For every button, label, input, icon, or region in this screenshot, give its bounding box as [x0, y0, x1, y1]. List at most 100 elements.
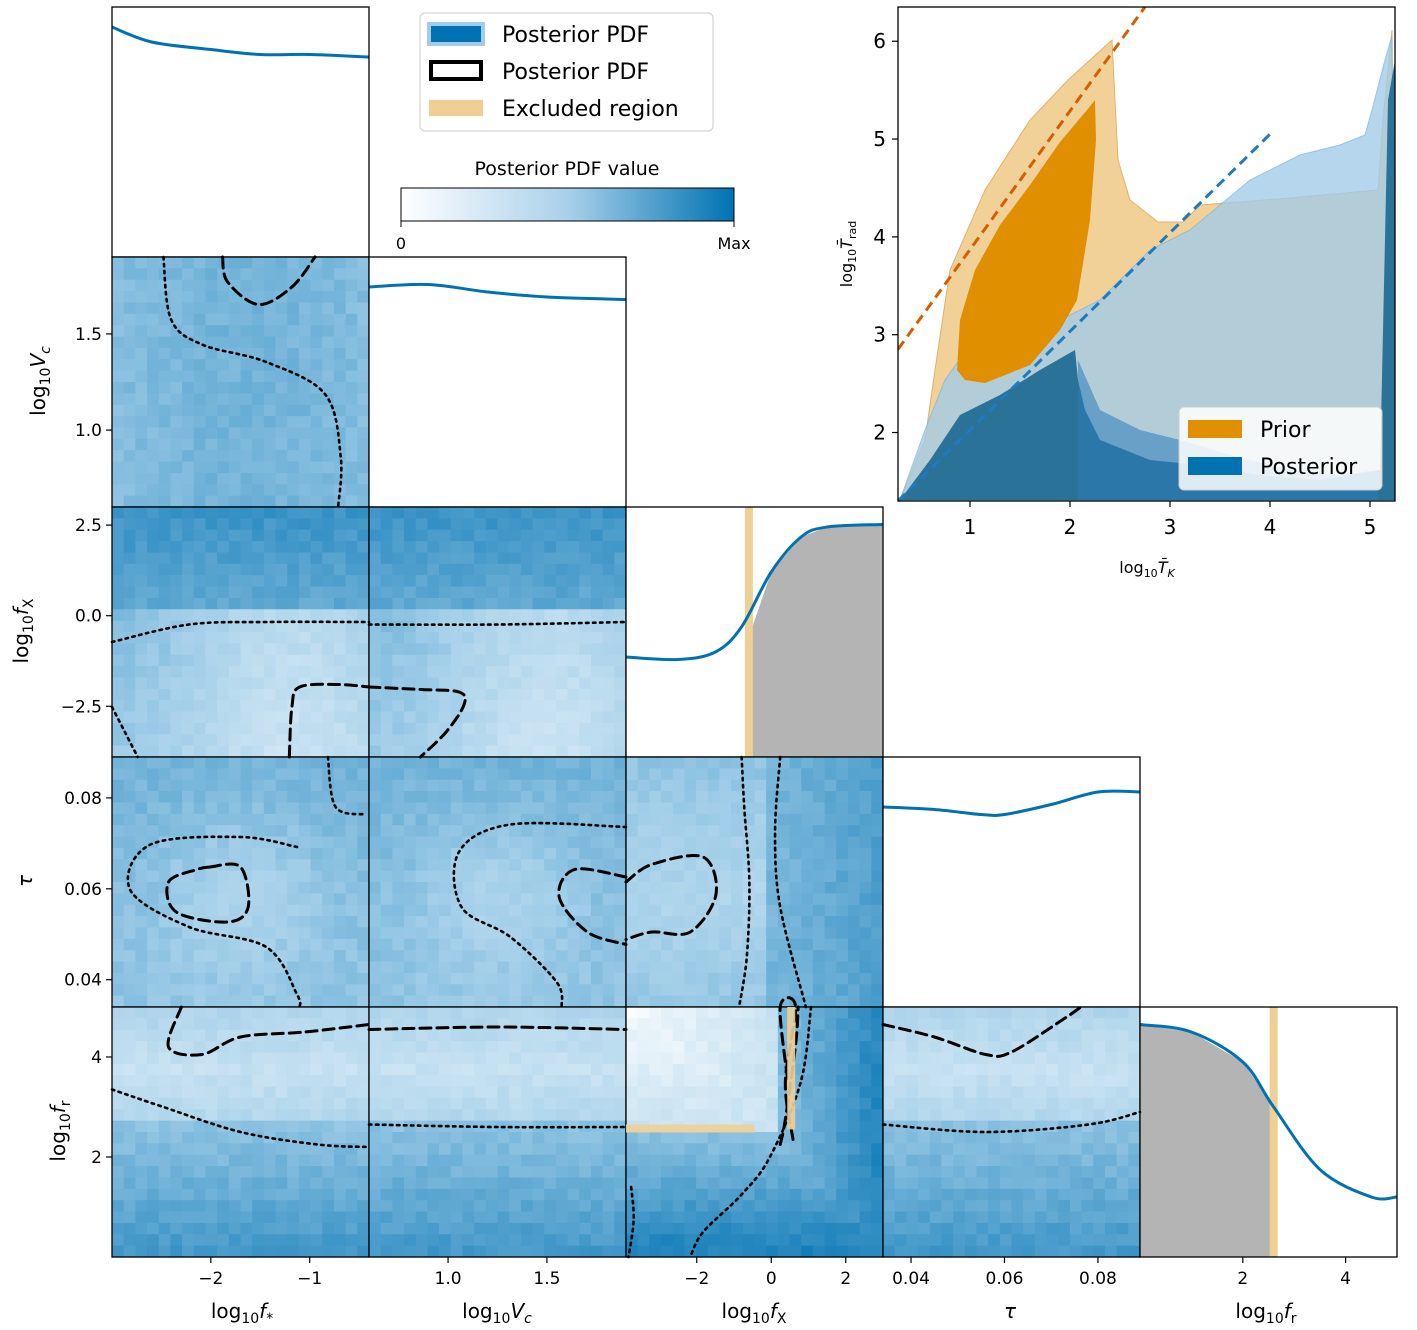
diag-curve-Vc: [368, 282, 627, 301]
y-tick-label: −2.5: [61, 697, 102, 717]
colorbar-max-label: Max: [717, 234, 750, 253]
x-tick-label: 2: [1237, 1269, 1248, 1289]
x-label-fstar: log10f*: [211, 1299, 273, 1327]
legend-label-2: Posterior PDF: [502, 60, 649, 85]
x-tick-label: −2: [198, 1269, 223, 1289]
y-label-fX: log10fX: [9, 598, 37, 663]
contours: [110, 255, 1142, 1259]
legend-label-posterior: Posterior: [1260, 455, 1358, 480]
excluded-band: [1269, 1007, 1278, 1257]
temperature-plot-ticks: 1 2 3 4 5 2 3 4 5 6: [873, 29, 1376, 539]
excluded-band-fr: [626, 1124, 755, 1133]
prior-inner-region: [957, 100, 1096, 383]
colorbar: Posterior PDF value 0 Max: [396, 158, 751, 253]
colorbar-title: Posterior PDF value: [475, 158, 660, 180]
panel-fr-vs-Vc: [368, 1006, 627, 1258]
contour-inner: [367, 685, 467, 759]
x-tick-label: 2: [1064, 515, 1077, 539]
temperature-plot-frame: [897, 6, 1396, 502]
y-tick-label: 6: [873, 29, 886, 53]
excluded-shade: [748, 524, 883, 757]
excluded-band-fX: [787, 1007, 796, 1130]
x-tick-label: 1.0: [435, 1269, 462, 1289]
legend-swatch-posterior-contour: [429, 60, 483, 81]
x-tick-label: 5: [1364, 515, 1377, 539]
contour-outer: [737, 755, 751, 1009]
x-tick-label: 4: [1264, 515, 1277, 539]
panel-fstar-vs-fstar: [111, 6, 370, 258]
contour-inner: [557, 867, 628, 946]
panel-tau-vs-fX: [625, 756, 884, 1008]
legend: Posterior PDF Posterior PDF Excluded reg…: [419, 12, 714, 132]
temperature-plot: 1 2 3 4 5 2 3 4 5 6 log10T̄K log10T̄rad Prior Pos…: [837, 6, 1396, 580]
x-tick-label: 0.06: [986, 1269, 1024, 1289]
contour-inner: [165, 862, 251, 924]
prior-reference-line: [898, 7, 1147, 351]
diag-curve-fstar: [111, 25, 370, 59]
contour-outer: [110, 620, 371, 644]
diag-curve-tau: [882, 789, 1141, 817]
contour-inner: [166, 1005, 371, 1057]
y-tick-label: 4: [91, 1048, 102, 1068]
y-tick-label: 0.04: [64, 971, 102, 991]
legend-swatch-posterior-fill: [427, 22, 485, 46]
contour-outer: [881, 1110, 1142, 1134]
posterior-inner-region: [900, 60, 1395, 500]
contour-inner: [221, 255, 317, 307]
x-tick-label: 3: [1164, 515, 1177, 539]
contour-inner: [367, 1025, 628, 1031]
contour-inner: [287, 682, 371, 759]
panel-fr-vs-fr: [1139, 1006, 1398, 1258]
posterior-mid-region: [1078, 360, 1378, 500]
x-tick-label: 0.04: [892, 1269, 930, 1289]
temperature-y-label: log10T̄rad: [837, 221, 859, 287]
diag-bg: [883, 757, 1140, 1007]
temperature-legend: Prior Posterior: [1178, 406, 1383, 491]
contour-outer: [773, 755, 808, 1009]
y-tick-label: 2: [873, 421, 886, 445]
panel-tau-vs-fstar: [111, 756, 370, 1008]
y-tick-label: 2.5: [75, 516, 102, 536]
x-tick-label: 0: [766, 1269, 777, 1289]
y-tick-label: 0.08: [64, 789, 102, 809]
y-tick-label: 1.0: [75, 421, 102, 441]
contour-outer: [110, 705, 139, 759]
diag-curve-fr: [1139, 1023, 1398, 1201]
diag-curve-fX: [625, 523, 884, 662]
legend-label-prior: Prior: [1260, 418, 1311, 443]
excluded-band: [744, 507, 753, 757]
y-label-fr: log10fr: [46, 1100, 74, 1161]
contour-outer: [452, 821, 628, 1009]
y-tick-label: 3: [873, 323, 886, 347]
x-tick-label: 2: [840, 1269, 851, 1289]
contour-outer: [688, 1005, 813, 1259]
legend-label-3: Excluded region: [502, 97, 679, 122]
excluded-shade: [1140, 1024, 1274, 1257]
panel-fX-vs-fstar: [111, 506, 370, 758]
panel-tau-vs-tau: [882, 756, 1141, 1008]
contour-inner: [624, 853, 718, 941]
contour-inner: [778, 996, 798, 1141]
x-label-tau: τ: [1004, 1299, 1017, 1323]
contour-inner: [881, 1005, 1083, 1058]
contour-outer: [162, 255, 343, 509]
contour-outer: [126, 835, 302, 1009]
corner-panels: [110, 6, 1398, 1259]
y-tick-label: 1.5: [75, 325, 102, 345]
contour-outer: [627, 1185, 636, 1259]
diag-bg: [112, 7, 369, 257]
legend-frame: [419, 12, 714, 132]
x-label-fX: log10fX: [722, 1299, 787, 1327]
x-tick-label: −1: [297, 1269, 322, 1289]
x-label-fr: log10fr: [1235, 1299, 1296, 1327]
y-tick-label: 4: [873, 225, 886, 249]
panel-tau-vs-Vc: [368, 756, 627, 1008]
legend-swatch-posterior: [1188, 457, 1242, 475]
legend-label-1: Posterior PDF: [502, 23, 649, 48]
y-label-tau: τ: [13, 874, 37, 887]
y-tick-label: 0.06: [64, 880, 102, 900]
legend-swatch-prior: [1188, 420, 1242, 438]
panel-fX-vs-Vc: [368, 506, 627, 758]
contour-outer: [367, 1123, 628, 1129]
